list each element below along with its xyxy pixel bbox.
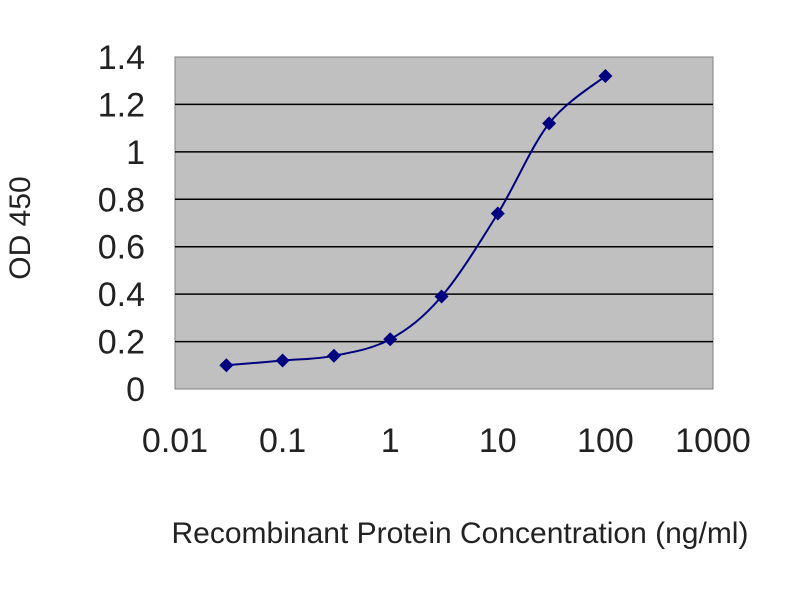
y-axis-title: OD 450 xyxy=(4,176,37,279)
data-point xyxy=(598,68,613,83)
series-line xyxy=(226,75,607,367)
data-point xyxy=(383,332,398,347)
y-tick-label: 0 xyxy=(126,371,145,409)
data-point xyxy=(542,116,557,131)
x-tick-label: 1 xyxy=(381,422,400,460)
data-point xyxy=(219,358,234,373)
plot-area xyxy=(174,56,714,390)
y-tick-label: 0.8 xyxy=(98,181,145,219)
x-tick-label: 0.1 xyxy=(259,422,306,460)
x-tick-label: 100 xyxy=(577,422,634,460)
data-point xyxy=(490,206,505,221)
y-tick-label: 0.6 xyxy=(98,229,145,267)
y-tick-label: 0.4 xyxy=(98,276,145,314)
data-point xyxy=(275,353,290,368)
x-tick-label: 1000 xyxy=(675,422,751,460)
gridlines xyxy=(175,103,713,343)
y-tick-label: 1.4 xyxy=(98,39,145,77)
x-axis-title: Recombinant Protein Concentration (ng/ml… xyxy=(172,517,749,550)
y-axis-ticks: 0 0.2 0.4 0.6 0.8 1 1.2 1.4 xyxy=(98,39,145,409)
series-group xyxy=(219,68,613,373)
y-tick-label: 0.2 xyxy=(98,324,145,362)
y-tick-label: 1.2 xyxy=(98,86,145,124)
x-tick-label: 0.01 xyxy=(142,422,208,460)
x-axis-ticks: 0.01 0.1 1 10 100 1000 xyxy=(142,422,751,460)
data-point xyxy=(434,289,449,304)
x-tick-label: 10 xyxy=(479,422,517,460)
data-point xyxy=(326,348,341,363)
y-tick-label: 1 xyxy=(126,134,145,172)
